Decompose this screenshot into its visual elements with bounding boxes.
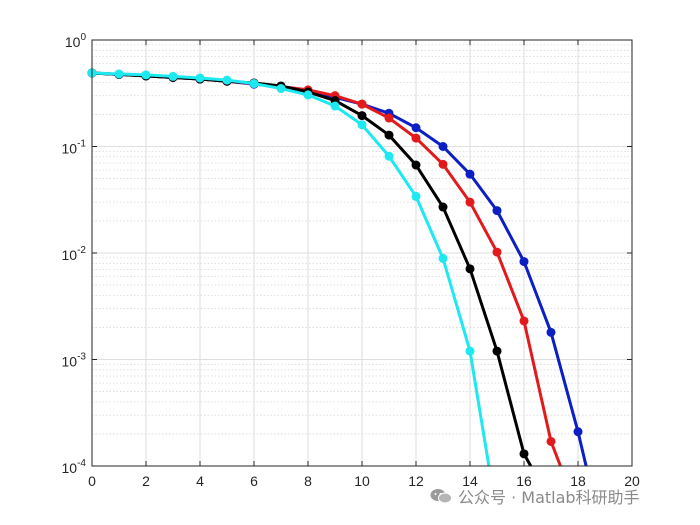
data-point-blue [411, 123, 421, 133]
data-point-red [465, 197, 475, 207]
data-point-blue [438, 142, 448, 151]
wechat-icon [430, 489, 452, 504]
data-point-blue [573, 427, 583, 437]
data-point-black [384, 130, 394, 140]
data-point-cyan [411, 191, 421, 201]
data-point-cyan [276, 84, 286, 94]
data-point-cyan [195, 73, 205, 83]
data-point-black [465, 264, 475, 274]
data-point-black [438, 202, 448, 212]
x-tick-label: 6 [250, 473, 258, 489]
series-black [87, 68, 533, 467]
data-point-blue [546, 327, 556, 337]
data-point-red [546, 436, 556, 446]
data-point-black [357, 111, 367, 121]
x-tick-label: 20 [624, 473, 640, 489]
ticks: 0 2 4 6 8 10 12 14 16 18 20 100 10-1 10-2 10-3 10-4 [62, 32, 640, 489]
watermark-text: 公众号 · Matlab科研助手 [458, 488, 640, 507]
data-point-blue [492, 206, 502, 216]
x-tick-label: 4 [196, 473, 204, 489]
data-point-black [411, 160, 421, 170]
series-red [87, 68, 562, 467]
y-tick-label: 10-3 [62, 352, 87, 370]
data-point-cyan [384, 151, 394, 161]
series-line-cyan [91, 71, 491, 467]
data-point-cyan [114, 69, 124, 79]
data-point-cyan [249, 79, 259, 89]
series-cyan [87, 68, 491, 467]
data-point-cyan [303, 90, 313, 100]
x-tick-label: 10 [354, 473, 370, 489]
data-point-cyan [141, 70, 151, 80]
x-tick-label: 14 [462, 473, 478, 489]
data-point-cyan [330, 101, 340, 111]
x-tick-label: 2 [142, 473, 150, 489]
y-tick-label: 10-1 [62, 139, 87, 157]
data-point-cyan [465, 346, 475, 356]
data-point-cyan [357, 120, 367, 130]
data-point-cyan [438, 253, 448, 263]
x-tick-label: 8 [304, 473, 312, 489]
series-group [87, 68, 588, 467]
data-point-red [384, 113, 394, 123]
data-point-cyan [168, 71, 178, 81]
y-tick-label: 100 [65, 32, 87, 50]
data-point-red [411, 133, 421, 143]
y-tick-label: 10-2 [62, 245, 87, 263]
x-tick-label: 18 [570, 473, 586, 489]
x-tick-label: 16 [516, 473, 532, 489]
x-tick-label: 12 [408, 473, 424, 489]
data-point-red [492, 247, 502, 257]
y-tick-label: 10-4 [62, 458, 87, 476]
data-point-blue [519, 257, 529, 267]
data-point-black [492, 346, 502, 356]
data-point-blue [465, 169, 475, 179]
data-point-red [519, 316, 529, 326]
x-tick-label: 0 [88, 473, 96, 489]
data-point-cyan [222, 75, 232, 85]
data-point-red [357, 99, 367, 109]
data-point-black [519, 449, 529, 459]
series-line-black [91, 71, 533, 467]
data-point-red [438, 159, 448, 169]
watermark: 公众号 · Matlab科研助手 [430, 484, 640, 508]
